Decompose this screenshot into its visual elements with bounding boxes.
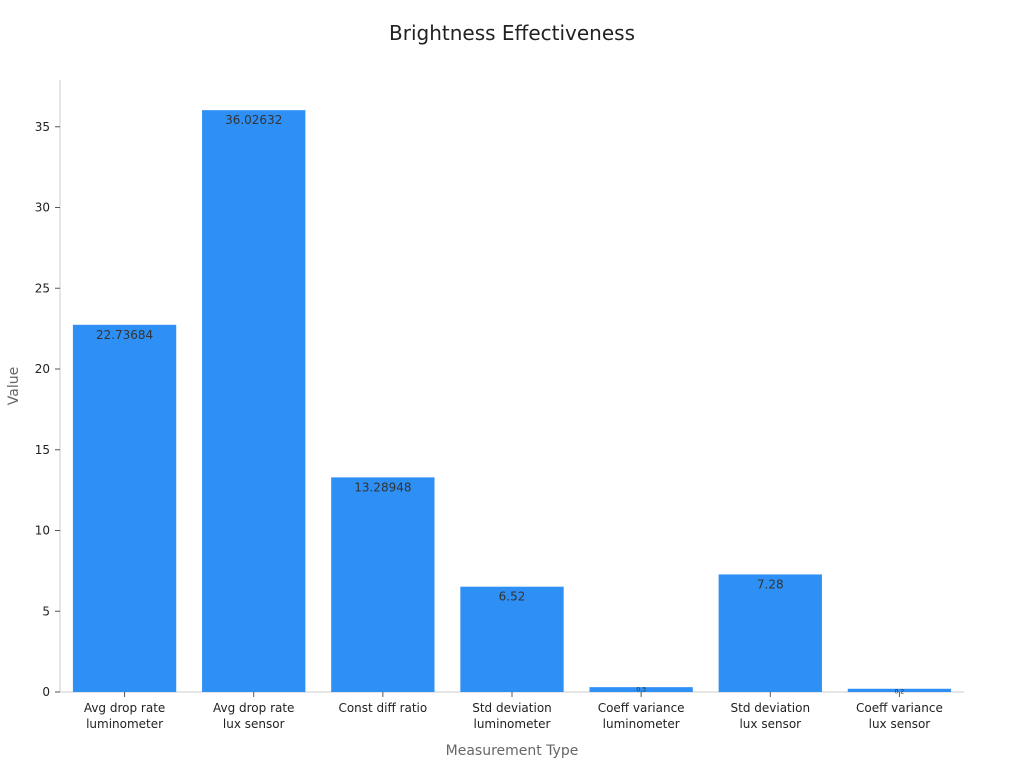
bar xyxy=(331,477,435,692)
bar xyxy=(589,687,693,692)
y-axis-label: Value xyxy=(6,367,22,405)
x-tick-label: Std deviation xyxy=(472,701,552,715)
x-tick-label: lux sensor xyxy=(869,717,931,731)
bar xyxy=(460,586,564,692)
bar-value-label: 7.28 xyxy=(757,577,784,591)
x-tick-label: Avg drop rate xyxy=(84,701,165,715)
x-axis-label: Measurement Type xyxy=(446,743,579,759)
bar-value-label: 6.52 xyxy=(499,590,526,604)
bars-group: 22.73684 36.02632 13.28948 6.52 0.3 7.28 0.2 xyxy=(72,110,952,695)
x-tick-label: Std deviation xyxy=(731,701,811,715)
y-tick-label: 20 xyxy=(35,362,50,376)
y-tick-label: 30 xyxy=(35,201,50,215)
bar-value-label: 0.3 xyxy=(636,687,646,694)
bar xyxy=(718,574,822,692)
x-tick-label: luminometer xyxy=(473,717,550,731)
bar-value-label: 36.02632 xyxy=(225,113,282,127)
bar xyxy=(847,688,952,692)
bar-value-label: 22.73684 xyxy=(96,328,153,342)
y-axis-ticks: 0 5 10 15 20 25 30 35 xyxy=(35,120,60,699)
x-tick-label: lux sensor xyxy=(739,717,801,731)
x-tick-label: Const diff ratio xyxy=(338,701,427,715)
y-tick-label: 25 xyxy=(35,281,50,295)
x-tick-label: luminometer xyxy=(603,717,680,731)
x-tick-label: Coeff variance xyxy=(856,701,943,715)
bar-value-label: 0.2 xyxy=(895,688,905,695)
x-tick-label: Avg drop rate xyxy=(213,701,294,715)
bar xyxy=(72,324,177,692)
y-tick-label: 5 xyxy=(42,604,50,618)
bar-value-label: 13.28948 xyxy=(354,480,411,494)
chart-title: Brightness Effectiveness xyxy=(389,21,635,45)
y-tick-label: 10 xyxy=(35,524,50,538)
y-tick-label: 15 xyxy=(35,443,50,457)
y-tick-label: 35 xyxy=(35,120,50,134)
x-axis-ticks: Avg drop rate luminometer Avg drop rate lux… xyxy=(84,692,943,731)
bar xyxy=(202,110,306,693)
x-tick-label: luminometer xyxy=(86,717,163,731)
x-tick-label: lux sensor xyxy=(223,717,285,731)
x-tick-label: Coeff variance xyxy=(598,701,685,715)
y-tick-label: 0 xyxy=(42,685,50,699)
